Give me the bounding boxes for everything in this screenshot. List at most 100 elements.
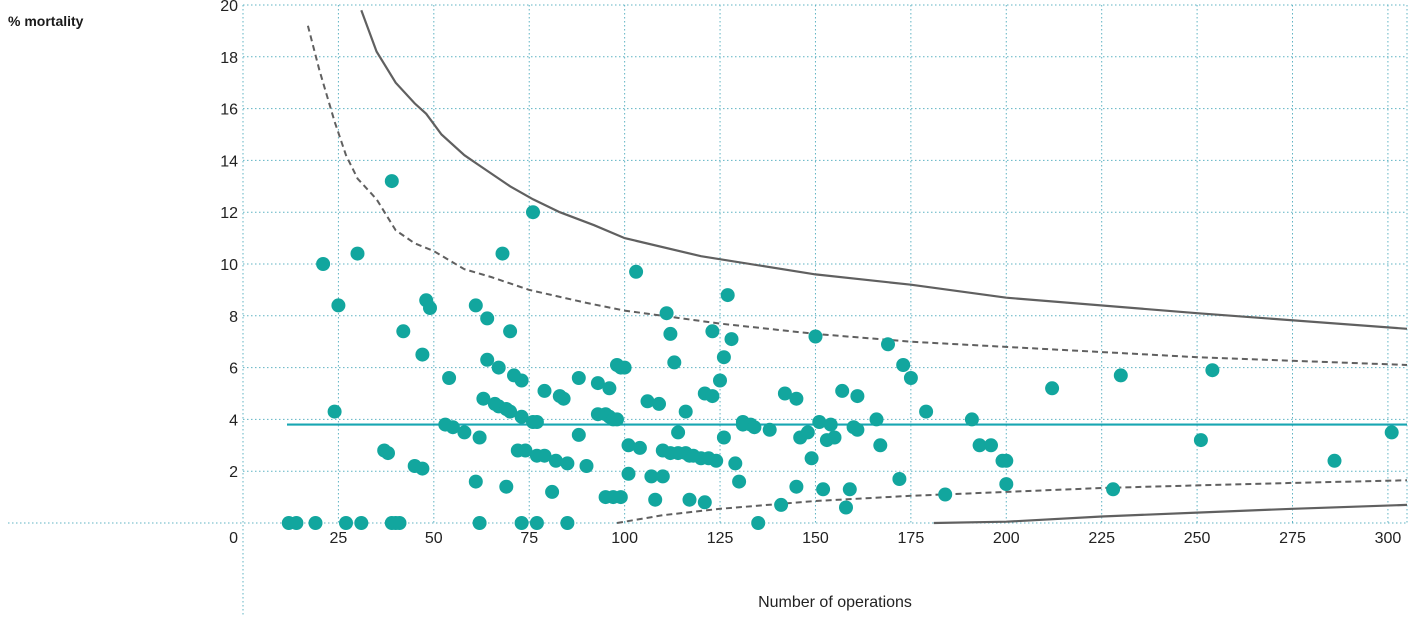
- data-point: [617, 360, 632, 375]
- upper-inner-limit-line: [306, 25, 1408, 366]
- data-point: [667, 355, 682, 370]
- data-point: [621, 466, 636, 481]
- data-point: [747, 420, 762, 435]
- data-point: [423, 301, 437, 315]
- data-point: [789, 391, 804, 406]
- data-point: [808, 329, 823, 344]
- data-point: [316, 257, 331, 271]
- upper-outer-limit-line: [360, 9, 1408, 330]
- data-point: [480, 352, 495, 367]
- x-tick-label: 50: [425, 530, 443, 547]
- data-point: [850, 389, 865, 404]
- data-point: [480, 311, 495, 326]
- data-point: [327, 404, 342, 419]
- y-axis-label: % mortality: [8, 13, 84, 29]
- data-point: [545, 484, 560, 499]
- data-point: [445, 420, 460, 435]
- data-point: [839, 500, 853, 515]
- data-point: [472, 430, 487, 445]
- data-point: [491, 360, 506, 375]
- x-tick-label: 175: [898, 530, 925, 547]
- data-point: [392, 516, 407, 530]
- x-tick-label: 250: [1184, 530, 1211, 547]
- data-point: [1106, 482, 1121, 497]
- data-point: [732, 474, 747, 489]
- data-point: [354, 516, 369, 530]
- data-point: [308, 516, 323, 530]
- x-tick-label: 225: [1088, 530, 1115, 547]
- x-tick-labels: 25 50 75 100 125 150 175 200 225 250 275 300: [330, 530, 1402, 547]
- data-point: [621, 438, 636, 453]
- data-point: [655, 469, 670, 484]
- data-point: [648, 492, 663, 507]
- data-point: [713, 373, 727, 388]
- x-tick-label: 300: [1375, 530, 1402, 547]
- data-point: [476, 391, 491, 406]
- data-point: [339, 516, 353, 530]
- data-point: [709, 453, 724, 468]
- data-point: [724, 332, 739, 347]
- data-point: [503, 404, 518, 419]
- y-tick-label: 20: [220, 0, 238, 15]
- data-point: [571, 427, 586, 442]
- data-point: [881, 337, 895, 352]
- data-point: [529, 415, 544, 429]
- data-point: [331, 298, 346, 313]
- data-point: [919, 404, 934, 419]
- y-tick-label: 6: [229, 361, 238, 378]
- control-limits: [306, 9, 1408, 525]
- x-tick-label: 150: [802, 530, 829, 547]
- data-point: [652, 396, 666, 411]
- data-point: [777, 386, 792, 401]
- data-point: [984, 438, 998, 453]
- y-tick-label: 10: [220, 257, 238, 274]
- lower-outer-limit-line: [933, 503, 1408, 525]
- data-point: [716, 350, 731, 365]
- data-point: [629, 264, 644, 279]
- data-point: [602, 381, 617, 396]
- data-point: [972, 438, 987, 453]
- data-point: [518, 443, 533, 458]
- data-point: [1327, 453, 1342, 468]
- data-point: [571, 371, 586, 385]
- y-tick-label: 16: [220, 102, 238, 119]
- data-point: [671, 425, 686, 440]
- data-point: [869, 412, 884, 427]
- data-point: [590, 376, 605, 391]
- data-point: [873, 438, 888, 453]
- data-point: [812, 415, 827, 429]
- data-point: [1384, 425, 1399, 440]
- data-point: [823, 417, 838, 432]
- data-point: [415, 461, 430, 476]
- data-point: [903, 371, 918, 385]
- data-point: [896, 358, 911, 372]
- data-point: [751, 516, 766, 530]
- x-tick-label: 275: [1279, 530, 1306, 547]
- data-point: [804, 451, 819, 466]
- data-point: [556, 391, 571, 406]
- data-point: [938, 487, 953, 502]
- data-point: [842, 482, 857, 497]
- y-tick-label: 18: [220, 50, 238, 67]
- data-point: [610, 412, 624, 427]
- data-point: [800, 425, 815, 440]
- data-point: [682, 492, 697, 507]
- lower-inner-limit-line: [616, 479, 1408, 524]
- y-tick-label: 4: [229, 412, 238, 429]
- y-tick-label: 8: [229, 309, 238, 326]
- data-point: [514, 409, 529, 424]
- data-point: [728, 456, 743, 471]
- data-point: [289, 516, 304, 530]
- data-point: [716, 430, 731, 445]
- data-point: [548, 453, 563, 468]
- x-tick-label: 125: [707, 530, 734, 547]
- data-point: [697, 495, 712, 510]
- data-point: [560, 516, 575, 530]
- data-point: [499, 479, 514, 494]
- data-point: [827, 430, 842, 445]
- data-point: [384, 174, 399, 189]
- data-point: [529, 516, 544, 530]
- data-point: [789, 479, 804, 494]
- y-tick-label: 2: [229, 464, 238, 481]
- data-point: [526, 205, 540, 220]
